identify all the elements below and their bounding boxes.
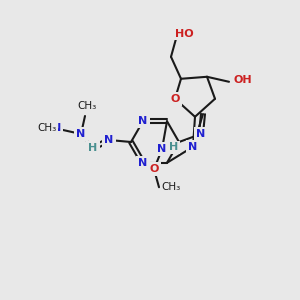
Text: N: N [196, 129, 206, 139]
Text: OH: OH [234, 75, 252, 85]
Text: CH₃: CH₃ [38, 123, 57, 133]
Text: N: N [138, 158, 148, 168]
Text: N: N [104, 135, 114, 145]
Text: N: N [76, 129, 85, 139]
Text: N: N [158, 144, 166, 154]
Text: O: O [149, 164, 159, 174]
Text: N: N [138, 116, 148, 126]
Text: CH₃: CH₃ [161, 182, 181, 192]
Text: H: H [88, 143, 98, 153]
Text: HO: HO [175, 29, 193, 39]
Text: O: O [170, 94, 180, 104]
Text: CH₃: CH₃ [77, 101, 97, 111]
Text: N: N [52, 123, 62, 133]
Text: N: N [188, 142, 198, 152]
Text: H: H [169, 142, 178, 152]
